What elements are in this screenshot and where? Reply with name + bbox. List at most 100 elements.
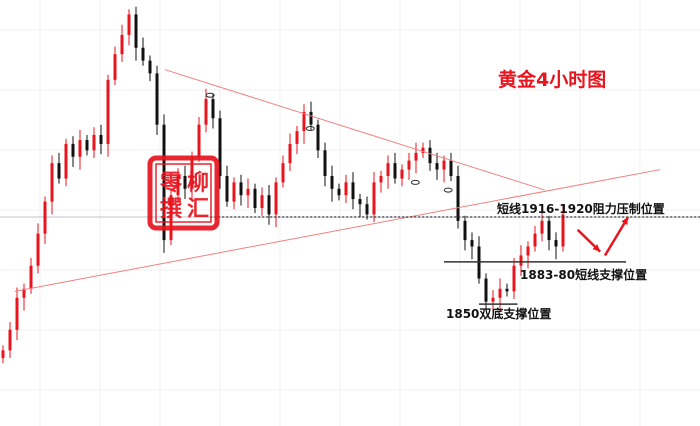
candle-body xyxy=(295,131,299,144)
candle-body xyxy=(414,152,418,161)
candle-body xyxy=(71,143,75,157)
candle-body xyxy=(365,204,369,215)
candle-body xyxy=(456,175,460,221)
candle-body xyxy=(197,124,201,157)
chart-title: 黄金4小时图 xyxy=(498,68,606,91)
trendline xyxy=(164,69,545,191)
candle-body xyxy=(246,188,250,196)
support-label-1883: 1883-80短线支撑位置 xyxy=(520,267,647,282)
candle-body xyxy=(421,147,425,153)
candle-body xyxy=(29,265,33,289)
candle-body xyxy=(162,124,166,241)
support-label-1850: 1850双底支撑位置 xyxy=(446,306,551,321)
candle-body xyxy=(183,175,187,189)
candle-body xyxy=(85,140,89,151)
candle-body xyxy=(134,14,138,48)
candle-body xyxy=(274,182,278,215)
candle-body xyxy=(120,34,124,55)
candle-body xyxy=(141,47,145,61)
candle-body xyxy=(491,297,495,302)
candle-body xyxy=(519,255,523,266)
svg-text:柳: 柳 xyxy=(187,170,209,196)
candle-body xyxy=(127,14,131,35)
candle-body xyxy=(43,201,47,234)
candle-body xyxy=(267,195,271,215)
candle-body xyxy=(253,188,257,209)
candle-body xyxy=(547,220,551,241)
candle-body xyxy=(232,182,236,202)
candle-body xyxy=(344,182,348,196)
candle-body xyxy=(225,175,229,202)
candle-body xyxy=(316,124,320,151)
candle-body xyxy=(533,233,537,247)
candle-body xyxy=(148,60,152,74)
candle-body xyxy=(281,163,285,183)
candle-body xyxy=(561,214,565,247)
candle-body xyxy=(386,163,390,176)
candle-body xyxy=(78,140,82,157)
candle-body xyxy=(260,195,264,209)
candle-body xyxy=(379,175,383,183)
candle-body xyxy=(351,182,355,200)
candle-body xyxy=(50,163,54,202)
candle-body xyxy=(435,163,439,170)
candle-body xyxy=(330,175,334,189)
candle-body xyxy=(372,182,376,215)
candle-body xyxy=(106,79,110,144)
candle-body xyxy=(407,160,411,170)
candle-body xyxy=(22,288,26,298)
candle-body xyxy=(99,134,103,144)
candle-body xyxy=(218,118,222,176)
candle-body xyxy=(288,143,292,164)
candle-body xyxy=(358,199,362,205)
forecast-arrow xyxy=(603,216,630,257)
candle-body xyxy=(554,240,558,247)
arrow-head xyxy=(592,244,601,252)
candle-body xyxy=(36,233,40,266)
candle-body xyxy=(470,240,474,247)
candle-body xyxy=(176,175,180,196)
peak-marker xyxy=(205,92,215,98)
peak-marker xyxy=(305,126,315,132)
candle-body xyxy=(337,188,341,196)
peak-marker xyxy=(410,179,420,185)
candle-body xyxy=(302,111,306,132)
annotations xyxy=(14,69,700,305)
candle-body xyxy=(169,195,173,241)
candle-body xyxy=(239,182,243,196)
candle-body xyxy=(204,99,208,125)
candle-body xyxy=(400,169,404,179)
svg-text:撰: 撰 xyxy=(160,197,182,222)
candle-body xyxy=(512,265,516,292)
trendline xyxy=(14,169,661,292)
candle-body xyxy=(540,220,544,234)
candle-body xyxy=(449,160,453,176)
candles xyxy=(1,6,565,364)
candle-body xyxy=(323,150,327,176)
candle-body xyxy=(57,163,61,179)
candle-body xyxy=(498,288,502,298)
candle-body xyxy=(1,350,5,359)
peak-marker xyxy=(443,187,453,193)
resistance-label: 短线1916-1920阻力压制位置 xyxy=(497,201,665,216)
candle-body xyxy=(505,288,509,292)
candle-body xyxy=(155,73,159,125)
candle-body xyxy=(64,143,68,179)
candle-body xyxy=(8,329,12,351)
svg-text:零: 零 xyxy=(159,171,183,196)
candle-body xyxy=(428,147,432,164)
candle-body xyxy=(113,54,117,80)
candle-body xyxy=(463,220,467,241)
candle-body xyxy=(526,246,530,256)
candle-body xyxy=(393,163,397,179)
arrow-head xyxy=(621,217,629,225)
candle-body xyxy=(211,99,215,119)
candle-body xyxy=(484,278,488,302)
svg-text:汇: 汇 xyxy=(187,197,209,222)
candle-body xyxy=(442,160,446,170)
candle-body xyxy=(92,134,96,151)
seal-watermark: 柳 汇 零 撰 xyxy=(147,155,220,231)
candle-body xyxy=(15,297,19,330)
